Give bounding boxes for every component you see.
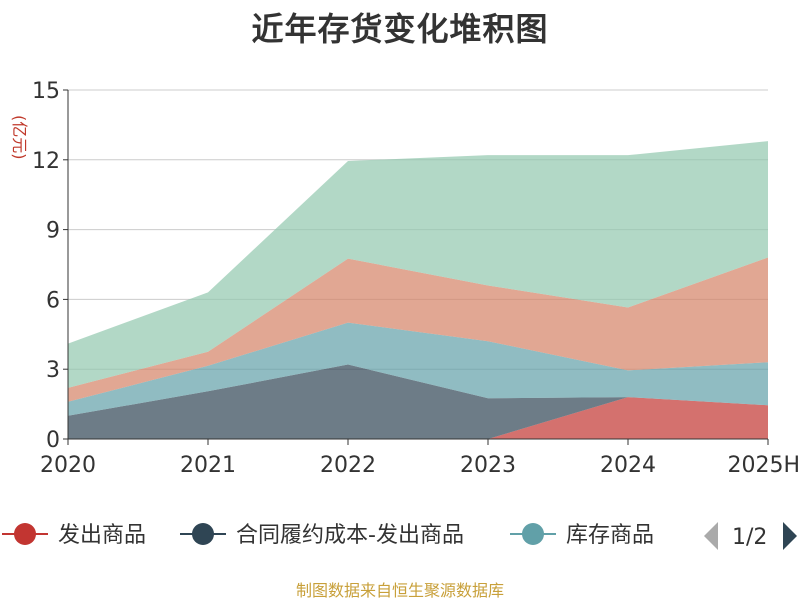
next-page-icon[interactable] [783,522,797,550]
x-tick-label: 2022 [320,453,376,478]
x-tick-label: 2024 [600,453,656,478]
legend-label: 库存商品 [566,523,654,548]
chart-title: 近年存货变化堆积图 [251,10,549,48]
legend-marker [14,523,36,545]
legend-item[interactable]: 合同履约成本-发出商品 [180,523,464,548]
x-tick-label: 2023 [460,453,516,478]
legend-marker [192,523,214,545]
y-tick-label: 0 [46,428,60,453]
legend-page-indicator: 1/2 [732,525,767,550]
area-series-unnamed-3 [68,257,768,402]
y-tick-label: 6 [46,288,60,313]
previous-page-icon[interactable] [704,522,718,550]
legend-item[interactable]: 库存商品 [510,523,654,548]
legend-item[interactable]: 发出商品 [2,523,146,548]
x-tick-label: 2021 [180,453,236,478]
legend-label: 合同履约成本-发出商品 [236,523,464,548]
legend-pager: 1/2 [704,522,797,550]
y-tick-label: 9 [46,219,60,244]
area-layer [68,141,768,439]
legend-marker [522,523,544,545]
source-note: 制图数据来自恒生聚源数据库 [295,581,504,600]
y-tick-label: 12 [32,149,60,174]
area-series-2 [68,322,768,416]
area-series-unnamed-4 [68,141,768,388]
axis-layer: 0 3 6 9 12 15 2020 2021 2022 2023 2024 2025H [32,79,800,478]
legend-layer: 发出商品 合同履约成本-发出商品 库存商品 [2,523,654,548]
x-tick-label: 2020 [40,453,96,478]
y-unit-label: (亿元) [10,115,29,160]
legend-label: 发出商品 [58,523,146,548]
x-tick-label: 2025H [727,453,800,478]
area-series-1 [68,364,768,439]
y-tick-label: 15 [32,79,60,104]
y-tick-label: 3 [46,358,60,383]
